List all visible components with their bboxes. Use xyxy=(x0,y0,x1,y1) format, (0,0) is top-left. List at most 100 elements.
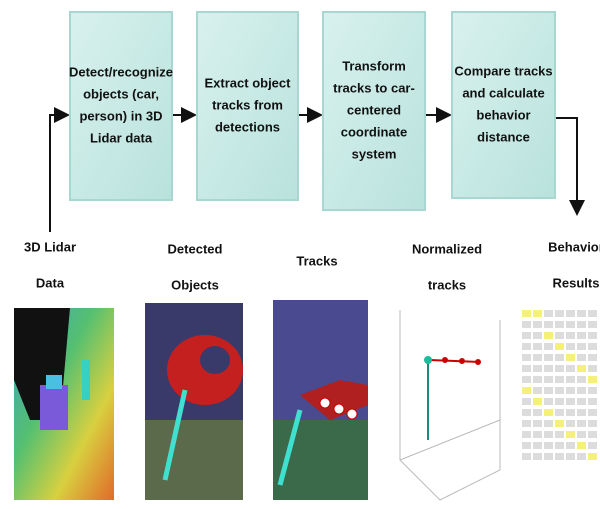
cell xyxy=(544,332,553,339)
arrow xyxy=(49,107,70,232)
cell xyxy=(588,310,597,317)
cell xyxy=(533,420,542,427)
step-text: Extract object xyxy=(205,75,292,90)
step-box xyxy=(322,11,426,211)
cell xyxy=(588,376,597,383)
cell xyxy=(577,376,586,383)
cell xyxy=(577,365,586,372)
tracks-image xyxy=(273,300,368,500)
cell xyxy=(588,332,597,339)
cell xyxy=(588,387,597,394)
cell xyxy=(566,321,575,328)
cell xyxy=(577,453,586,460)
cell xyxy=(555,398,564,405)
step-text: person) in 3D xyxy=(79,108,162,123)
cell xyxy=(588,420,597,427)
cell xyxy=(577,398,586,405)
cell xyxy=(566,365,575,372)
cell xyxy=(577,409,586,416)
cell xyxy=(522,343,531,350)
cell xyxy=(544,365,553,372)
lidar-image xyxy=(14,308,114,500)
stage-label: 3D Lidar xyxy=(24,239,76,254)
cell xyxy=(544,453,553,460)
cell xyxy=(566,343,575,350)
stage-labels: 3D Lidar Data Detected Objects Tracks Normali… xyxy=(24,239,600,292)
cell xyxy=(544,442,553,449)
stage-label: Behavior xyxy=(548,239,600,254)
step-text: Transform xyxy=(342,58,406,73)
step-text: coordinate xyxy=(341,124,407,139)
cell xyxy=(522,442,531,449)
step-text: tracks to car- xyxy=(333,80,415,95)
cell xyxy=(566,442,575,449)
cell xyxy=(577,310,586,317)
cell xyxy=(544,420,553,427)
cell xyxy=(533,453,542,460)
cell xyxy=(544,310,553,317)
stage-label: Tracks xyxy=(296,253,337,268)
cell xyxy=(588,409,597,416)
cell xyxy=(533,442,542,449)
cell xyxy=(533,398,542,405)
cell xyxy=(588,431,597,438)
cell xyxy=(533,376,542,383)
cell xyxy=(544,387,553,394)
cell xyxy=(522,420,531,427)
cell xyxy=(522,409,531,416)
cell xyxy=(522,332,531,339)
cell xyxy=(577,332,586,339)
cell xyxy=(533,343,542,350)
stage-label: Data xyxy=(36,275,65,290)
cell xyxy=(533,387,542,394)
cell xyxy=(544,354,553,361)
step-box xyxy=(196,11,299,201)
results-image xyxy=(522,310,597,460)
step-text: tracks from xyxy=(212,97,283,112)
cell xyxy=(577,442,586,449)
cell xyxy=(588,343,597,350)
cell xyxy=(555,453,564,460)
cell xyxy=(577,420,586,427)
step-text: behavior xyxy=(476,107,530,122)
cell xyxy=(544,343,553,350)
cell xyxy=(555,343,564,350)
detected-image xyxy=(145,303,243,500)
cell xyxy=(522,398,531,405)
step-box xyxy=(451,11,556,199)
cell xyxy=(544,376,553,383)
cell xyxy=(522,453,531,460)
step-text: Compare tracks xyxy=(454,63,552,78)
stage-label: Detected xyxy=(168,241,223,256)
cell xyxy=(566,387,575,394)
step-text: detections xyxy=(215,119,280,134)
flow xyxy=(49,107,585,232)
cell xyxy=(588,321,597,328)
cell xyxy=(566,376,575,383)
cell xyxy=(577,321,586,328)
cell xyxy=(533,332,542,339)
cell xyxy=(533,365,542,372)
cell xyxy=(533,321,542,328)
cell xyxy=(544,431,553,438)
cell xyxy=(566,409,575,416)
cell xyxy=(555,332,564,339)
cell xyxy=(588,442,597,449)
cell xyxy=(566,354,575,361)
steps: Detect/recognize objects (car, person) in … xyxy=(69,11,556,211)
step-text: system xyxy=(352,146,397,161)
cell xyxy=(522,365,531,372)
cell xyxy=(544,409,553,416)
cell xyxy=(577,431,586,438)
cell xyxy=(577,354,586,361)
cell xyxy=(533,409,542,416)
cell xyxy=(522,321,531,328)
step-text: Lidar data xyxy=(90,130,153,145)
cell xyxy=(555,409,564,416)
cell xyxy=(522,431,531,438)
cell xyxy=(533,310,542,317)
cell xyxy=(577,343,586,350)
arrow xyxy=(555,117,585,216)
step-box xyxy=(69,11,173,201)
